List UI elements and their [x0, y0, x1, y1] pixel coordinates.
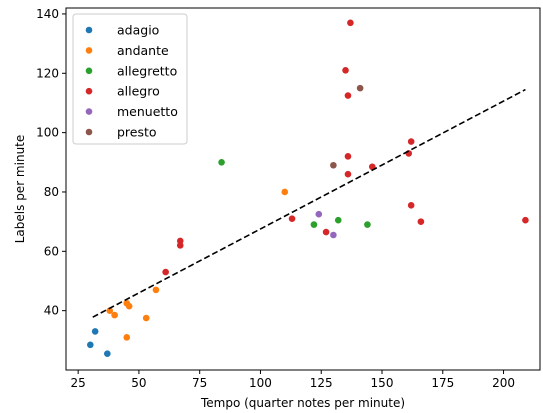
data-point-allegro [417, 218, 425, 225]
y-tick-label: 140 [36, 7, 59, 21]
x-tick-label: 100 [249, 376, 272, 390]
data-point-allegretto [310, 221, 318, 228]
y-tick-label: 40 [44, 304, 59, 318]
x-tick-label: 50 [131, 376, 146, 390]
y-tick-label: 120 [36, 66, 59, 80]
x-tick-label: 125 [310, 376, 333, 390]
data-point-allegretto [364, 221, 371, 228]
data-point-allegro [407, 202, 415, 209]
legend: adagio andante allegretto allegro menuetto pr… [72, 13, 188, 145]
data-point-andante [152, 286, 160, 294]
legend-marker-presto [85, 128, 93, 136]
data-point-adagio [104, 350, 111, 357]
x-axis: 25 50 75 100 125 150 175 200 [71, 370, 515, 390]
data-point-andante [106, 307, 114, 314]
data-point-allegro [322, 228, 330, 236]
legend-marker-allegretto [85, 67, 93, 75]
plot-frame [65, 7, 541, 371]
data-point-allegro [344, 153, 352, 160]
x-axis-label: Tempo (quarter notes per minute) [200, 396, 405, 410]
y-tick-label: 100 [36, 126, 59, 140]
x-tick-label: 75 [192, 376, 207, 390]
legend-marker-adagio [85, 26, 93, 34]
data-point-menuetto [315, 210, 323, 218]
data-point-allegro [176, 237, 184, 245]
y-tick-label: 60 [44, 244, 59, 258]
data-point-allegretto [334, 216, 342, 224]
data-point-allegro [288, 215, 296, 222]
legend-label-adagio: adagio [117, 23, 159, 38]
trendline [92, 88, 526, 318]
legend-marker-allegro [85, 87, 93, 95]
legend-marker-andante [85, 47, 93, 54]
legend-box [72, 13, 188, 145]
data-point-allegretto [218, 158, 225, 166]
legend-label-andante: andante [117, 43, 169, 58]
x-tick-label: 25 [71, 376, 86, 390]
data-point-andante [281, 188, 289, 196]
data-point-allegro [522, 216, 529, 224]
y-tick-label: 80 [44, 185, 59, 199]
data-point-allegro [347, 19, 354, 27]
data-point-andante [123, 334, 131, 341]
data-point-allegro [162, 268, 169, 276]
legend-marker-menuetto [85, 108, 93, 115]
data-point-presto [356, 84, 364, 92]
trendline-layer [92, 88, 526, 318]
data-point-andante [142, 314, 150, 322]
legend-label-allegro: allegro [117, 84, 160, 99]
data-point-adagio [91, 328, 99, 335]
legend-label-allegretto: allegretto [117, 63, 177, 78]
legend-label-menuetto: menuetto [117, 104, 178, 119]
data-point-allegro [342, 67, 349, 74]
data-point-andante [111, 311, 118, 319]
x-tick-label: 200 [492, 376, 515, 390]
y-axis: 40 60 80 100 120 140 [36, 7, 66, 318]
data-point-andante [125, 302, 133, 310]
data-point-menuetto [330, 231, 337, 239]
y-axis-label: Labels per minute [13, 135, 27, 244]
legend-label-presto: presto [117, 125, 157, 140]
data-point-allegro [344, 170, 352, 178]
data-point-allegro [344, 92, 352, 99]
x-tick-label: 150 [371, 376, 394, 390]
data-point-presto [330, 161, 337, 169]
data-point-adagio [87, 341, 94, 349]
data-point-allegro [407, 138, 415, 145]
x-tick-label: 175 [431, 376, 454, 390]
